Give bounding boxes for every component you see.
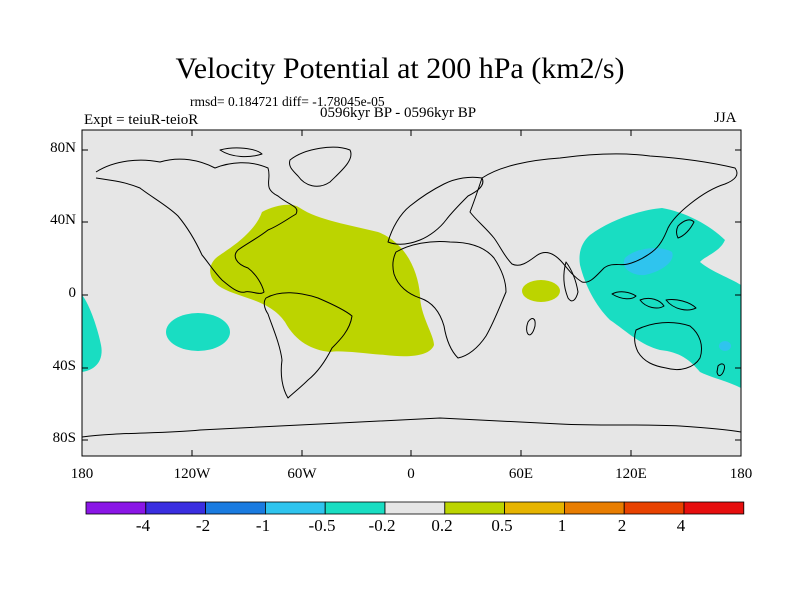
colorbar-label: 2 [617,516,627,535]
axis-ticks [81,130,742,456]
lon-label-120e: 120E [615,466,647,482]
lat-label-40n: 40N [50,212,76,228]
colorbar-label: 4 [676,516,686,535]
positive-anomaly-indian [522,280,560,302]
period-label: 0596kyr BP - 0596kyr BP [320,105,477,121]
lon-label-0: 0 [407,466,415,482]
negative-anomaly-dateline [82,295,102,372]
colorbar-swatch [504,501,565,515]
colorbar-label: 1 [557,516,567,535]
lon-label-60w: 60W [287,466,317,482]
colorbar [85,501,745,515]
negative-anomaly-east-pacific [166,313,230,351]
lat-label-40s: 40S [52,358,76,374]
lon-label-60e: 60E [508,466,534,482]
positive-anomaly-atlantic [210,204,434,357]
colorbar-label: -4 [135,516,151,535]
colorbar-label: -2 [195,516,211,535]
colorbar-label: -0.5 [308,516,336,535]
colorbar-swatch [85,501,147,515]
season-label: JJA [714,110,737,126]
colorbar-swatch [384,501,446,515]
lat-label-80s: 80S [52,430,76,446]
colorbar-swatch [264,501,326,515]
experiment-label: Expt = teiuR-teioR [84,112,199,128]
map-title: Velocity Potential at 200 hPa (km2/s) [175,52,625,85]
colorbar-swatch [564,501,625,515]
colorbar-label: 0.2 [431,516,453,535]
colorbar-swatch [145,501,207,515]
lat-label-0: 0 [68,285,77,301]
colorbar-label: -0.2 [368,516,396,535]
negative-core-pacific-islands [719,341,731,351]
anomaly-fills [82,204,741,388]
colorbar-swatch [444,501,505,515]
colorbar-swatch [623,501,685,515]
colorbar-swatch [205,501,266,515]
lat-label-80n: 80N [50,140,76,156]
lon-label-180e: 180 [729,466,753,482]
stats-line: rmsd= 0.184721 diff= -1.78045e-05 [190,94,385,109]
colorbar-swatch [683,501,745,515]
negative-core-philippines [623,248,673,276]
lon-label-120w: 120W [173,466,211,482]
lon-label-180w: 180 [70,466,94,482]
colorbar-swatch [324,501,386,515]
colorbar-label: -1 [255,516,271,535]
coastlines [81,146,742,438]
colorbar-label: 0.5 [491,516,513,535]
